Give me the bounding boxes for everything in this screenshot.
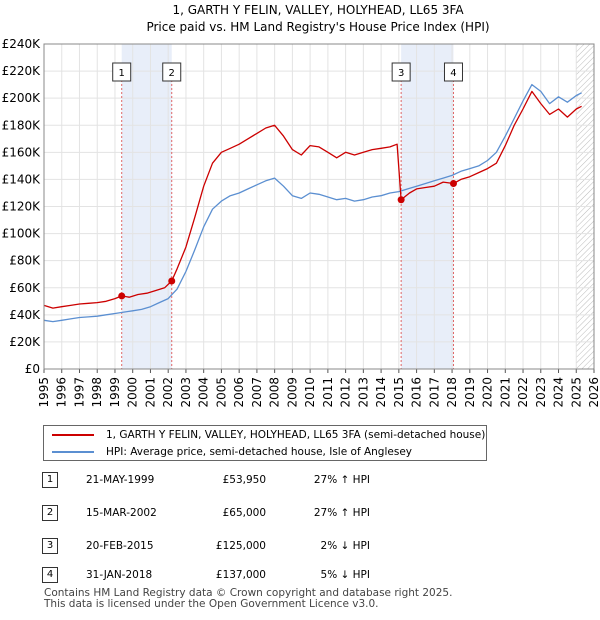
x-tick-label: 2017 bbox=[427, 377, 441, 408]
legend-label-property: 1, GARTH Y FELIN, VALLEY, HOLYHEAD, LL65… bbox=[106, 429, 486, 441]
y-tick-label: £120K bbox=[2, 200, 42, 214]
footer-copyright: Contains HM Land Registry data © Crown c… bbox=[44, 587, 453, 599]
legend-label-hpi: HPI: Average price, semi-detached house,… bbox=[106, 446, 412, 458]
y-tick-label: £240K bbox=[2, 37, 42, 51]
sale-price: £65,000 bbox=[222, 507, 266, 519]
table-row: 4 31-JAN-2018 £137,000 5% ↓ HPI bbox=[0, 565, 600, 585]
x-tick-label: 2019 bbox=[463, 377, 477, 408]
sale-marker-number: 2 bbox=[169, 68, 175, 79]
sale-number: 3 bbox=[42, 538, 58, 554]
x-tick-label: 2009 bbox=[285, 377, 299, 408]
sale-marker-box bbox=[391, 62, 411, 82]
y-tick-label: £220K bbox=[2, 64, 42, 78]
x-tick-label: 2021 bbox=[498, 377, 512, 408]
x-tick-label: 2025 bbox=[569, 377, 583, 408]
sale-date: 21-MAY-1999 bbox=[86, 474, 155, 486]
sale-date: 20-FEB-2015 bbox=[86, 540, 154, 552]
chart-subtitle: Price paid vs. HM Land Registry's House … bbox=[146, 20, 489, 34]
x-tick-label: 2008 bbox=[268, 377, 282, 408]
x-tick-label: 1996 bbox=[55, 377, 69, 408]
x-tick-label: 2016 bbox=[410, 377, 424, 408]
sale-marker-box bbox=[112, 62, 132, 82]
sale-hpi-diff: 27% ↑ HPI bbox=[313, 507, 370, 519]
legend: 1, GARTH Y FELIN, VALLEY, HOLYHEAD, LL65… bbox=[43, 425, 487, 461]
legend-item-property: 1, GARTH Y FELIN, VALLEY, HOLYHEAD, LL65… bbox=[52, 427, 485, 443]
x-tick-label: 2022 bbox=[516, 377, 530, 408]
y-tick-label: £60K bbox=[9, 281, 41, 295]
y-tick-label: £40K bbox=[9, 308, 41, 322]
price-chart: 1, GARTH Y FELIN, VALLEY, HOLYHEAD, LL65… bbox=[2, 3, 600, 408]
y-tick-label: £180K bbox=[2, 118, 42, 132]
sale-marker-number: 1 bbox=[119, 68, 125, 79]
table-row: 2 15-MAR-2002 £65,000 27% ↑ HPI bbox=[0, 503, 600, 523]
sale-date: 31-JAN-2018 bbox=[86, 569, 153, 581]
y-tick-label: £200K bbox=[2, 91, 42, 105]
x-tick-label: 2012 bbox=[339, 377, 353, 408]
x-tick-label: 2024 bbox=[552, 377, 566, 408]
x-tick-label: 2002 bbox=[161, 377, 175, 408]
sale-marker-number: 4 bbox=[450, 68, 456, 79]
sale-price: £125,000 bbox=[215, 540, 266, 552]
sale-marker-number: 3 bbox=[398, 68, 404, 79]
sale-point bbox=[397, 196, 405, 204]
x-tick-label: 2007 bbox=[250, 377, 264, 408]
footer: Contains HM Land Registry data © Crown c… bbox=[44, 588, 452, 610]
chart-title: 1, GARTH Y FELIN, VALLEY, HOLYHEAD, LL65… bbox=[172, 3, 464, 17]
series-line-property bbox=[43, 90, 582, 309]
footer-licence: This data is licensed under the Open Gov… bbox=[44, 598, 379, 610]
legend-swatch-hpi bbox=[52, 451, 94, 453]
x-tick-label: 2015 bbox=[392, 377, 406, 408]
sale-marker-box bbox=[162, 62, 182, 82]
x-tick-label: 2000 bbox=[126, 377, 140, 408]
x-tick-label: 2013 bbox=[356, 377, 370, 408]
sale-point bbox=[168, 277, 176, 285]
x-tick-label: 2010 bbox=[303, 377, 317, 408]
table-row: 1 21-MAY-1999 £53,950 27% ↑ HPI bbox=[0, 470, 600, 490]
sale-marker-label: 1 bbox=[112, 62, 132, 82]
y-tick-label: £80K bbox=[9, 254, 41, 268]
legend-swatch-property bbox=[52, 434, 94, 436]
y-tick-label: £100K bbox=[2, 227, 42, 241]
sale-point bbox=[118, 292, 126, 300]
sale-number: 4 bbox=[42, 567, 58, 583]
x-tick-label: 2003 bbox=[179, 377, 193, 408]
table-row: 3 20-FEB-2015 £125,000 2% ↓ HPI bbox=[0, 536, 600, 556]
x-tick-label: 2023 bbox=[534, 377, 548, 408]
sale-price: £53,950 bbox=[222, 474, 266, 486]
sale-marker-label: 4 bbox=[443, 62, 463, 82]
sale-number: 1 bbox=[42, 472, 58, 488]
y-tick-label: £20K bbox=[9, 335, 41, 349]
x-tick-label: 2014 bbox=[374, 377, 388, 408]
sale-point bbox=[449, 179, 457, 187]
y-tick-label: £160K bbox=[2, 145, 42, 159]
x-tick-label: 1995 bbox=[37, 377, 51, 408]
sale-marker-label: 3 bbox=[391, 62, 411, 82]
y-tick-label: £0 bbox=[25, 362, 40, 376]
x-tick-label: 2001 bbox=[143, 377, 157, 408]
x-tick-label: 2026 bbox=[587, 377, 600, 408]
y-tick-label: £140K bbox=[2, 172, 42, 186]
sale-hpi-diff: 27% ↑ HPI bbox=[313, 474, 370, 486]
sale-hpi-diff: 5% ↓ HPI bbox=[320, 569, 370, 581]
plot-frame bbox=[43, 43, 595, 370]
legend-item-hpi: HPI: Average price, semi-detached house,… bbox=[52, 444, 412, 460]
sale-price: £137,000 bbox=[215, 569, 266, 581]
sale-marker-label: 2 bbox=[162, 62, 182, 82]
x-tick-label: 2018 bbox=[445, 377, 459, 408]
x-tick-label: 1999 bbox=[108, 377, 122, 408]
sale-marker-box bbox=[443, 62, 463, 82]
x-tick-label: 2011 bbox=[321, 377, 335, 408]
x-tick-label: 2020 bbox=[481, 377, 495, 408]
series-line-hpi bbox=[43, 83, 582, 323]
sale-number: 2 bbox=[42, 505, 58, 521]
sale-date: 15-MAR-2002 bbox=[86, 507, 157, 519]
sale-hpi-diff: 2% ↓ HPI bbox=[320, 540, 370, 552]
x-tick-label: 1998 bbox=[90, 377, 104, 408]
x-tick-label: 2005 bbox=[214, 377, 228, 408]
x-tick-label: 2004 bbox=[197, 377, 211, 408]
x-tick-label: 2006 bbox=[232, 377, 246, 408]
x-tick-label: 1997 bbox=[72, 377, 86, 408]
